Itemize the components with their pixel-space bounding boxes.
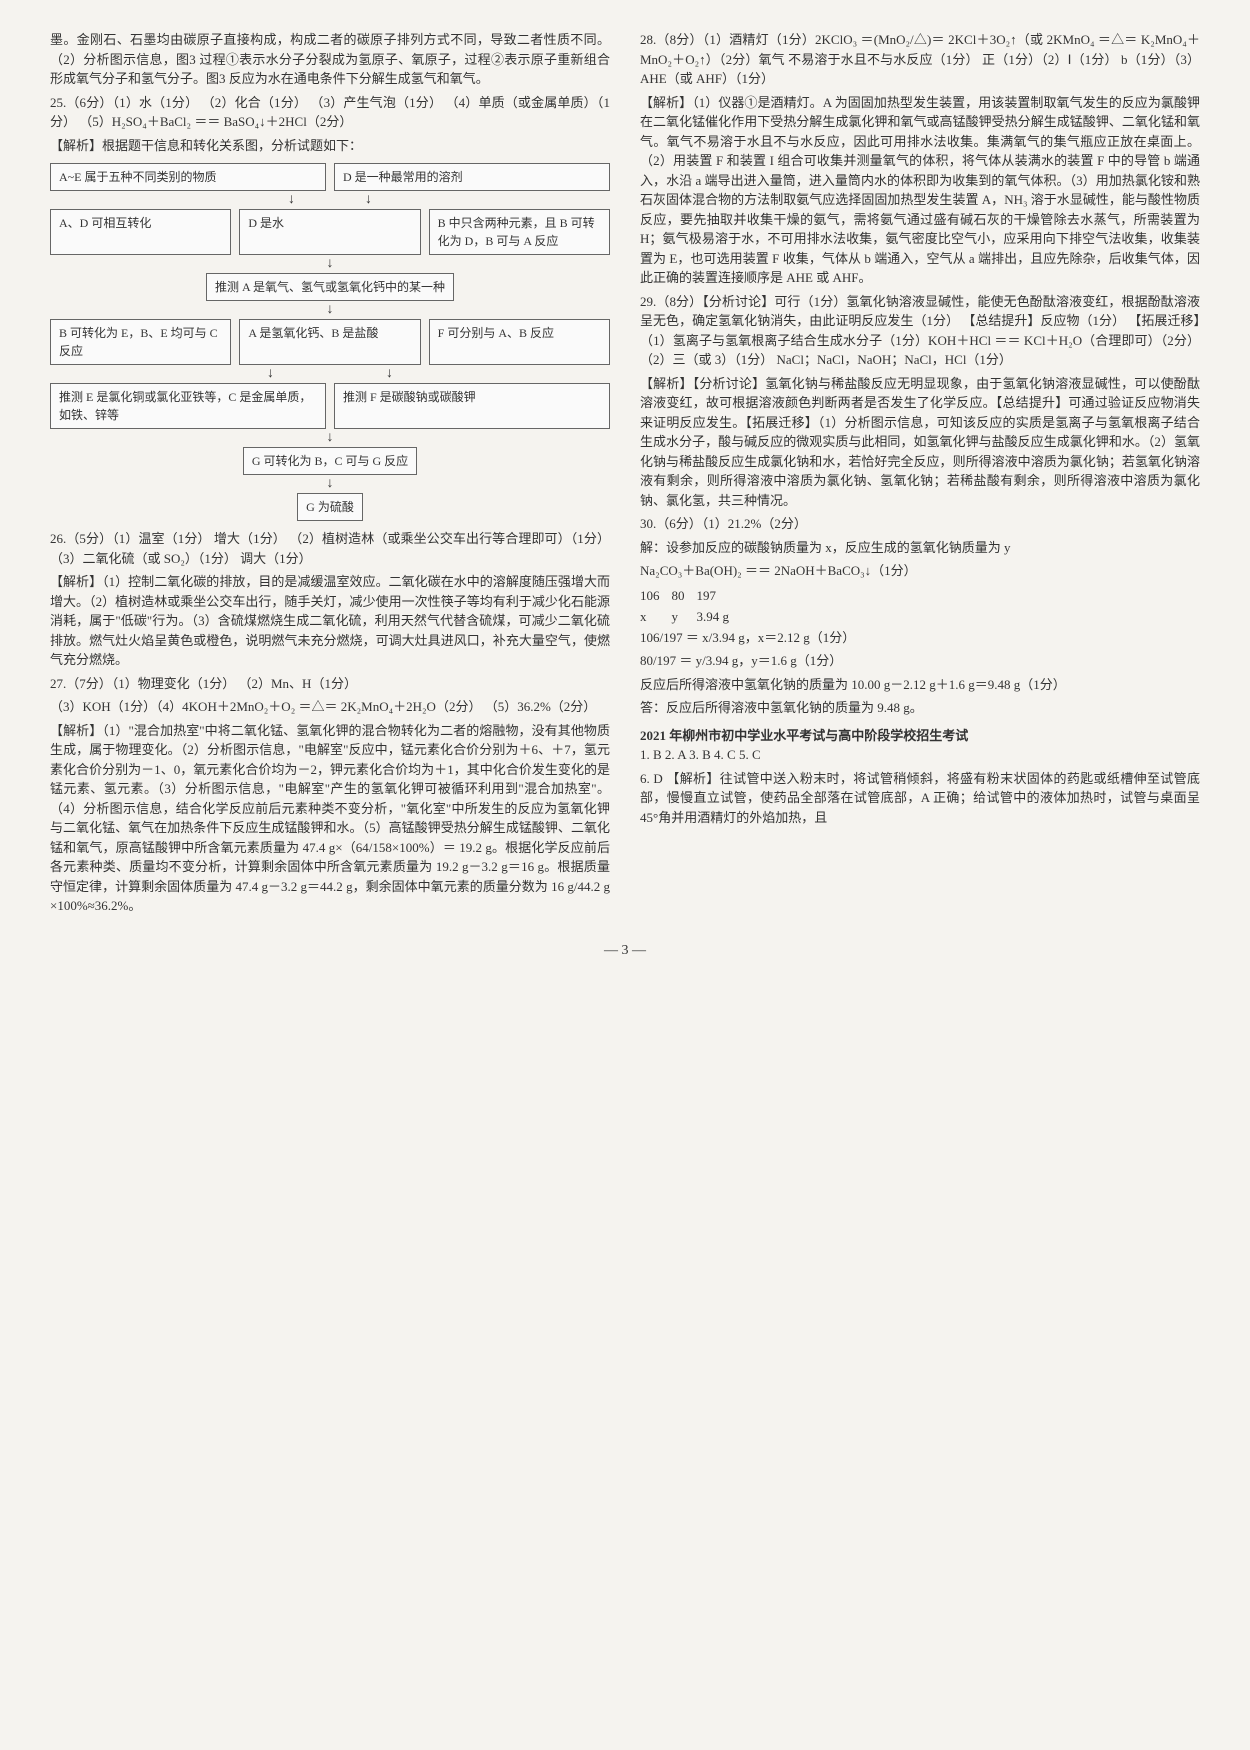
q30-calc2: 80/197 ＝ y/3.94 g，y＝1.6 g（1分） — [640, 651, 1200, 671]
box-a: A~E 属于五种不同类别的物质 — [50, 163, 326, 191]
q25-answer: 25.（6分）（1）水（1分） （2）化合（1分） （3）产生气泡（1分） （4… — [50, 93, 610, 132]
box-dwater: D 是水 — [239, 209, 420, 255]
stoich-table: 106 80 197 x y 3.94 g — [640, 585, 741, 628]
left-column: 墨。金刚石、石墨均由碳原子直接构成，构成二者的碳原子排列方式不同，导致二者性质不… — [50, 30, 610, 920]
box-ad: A、D 可相互转化 — [50, 209, 231, 255]
q27-jiexi: 【解析】（1）"混合加热室"中将二氧化锰、氢氧化钾的混合物转化为二者的熔融物，没… — [50, 721, 610, 916]
para-24-cont: 墨。金刚石、石墨均由碳原子直接构成，构成二者的碳原子排列方式不同，导致二者性质不… — [50, 30, 610, 89]
box-aca: A 是氢氧化钙、B 是盐酸 — [239, 319, 420, 365]
arrow-icon: ↓ — [50, 477, 610, 491]
q30-calc4: 答：反应后所得溶液中氢氧化钠的质量为 9.48 g。 — [640, 698, 1200, 718]
cell: 80 — [672, 585, 697, 607]
q29-answer: 29.（8分）【分析讨论】可行（1分）氢氧化钠溶液显碱性，能使无色酚酞溶液变红，… — [640, 292, 1200, 370]
box-b: B 中只含两种元素，且 B 可转化为 D，B 可与 A 反应 — [429, 209, 610, 255]
arrow-icon: ↓ ↓ — [50, 367, 610, 381]
q30-calc3: 反应后所得溶液中氢氧化钠的质量为 10.00 g－2.12 g＋1.6 g＝9.… — [640, 675, 1200, 695]
q26-answer: 26.（5分）（1）温室（1分） 增大（1分） （2）植树造林（或乘坐公交车出行… — [50, 529, 610, 568]
cell: 197 — [697, 585, 742, 607]
box-infer-e: 推测 E 是氯化铜或氯化亚铁等，C 是金属单质，如铁、锌等 — [50, 383, 326, 429]
q30-answer: 30.（6分）（1）21.2%（2分） — [640, 514, 1200, 534]
q27-answer-b: （3）KOH（1分）（4）4KOH＋2MnO₂＋O₂ ＝△＝ 2K₂MnO₄＋2… — [50, 697, 610, 717]
cell: 106 — [640, 585, 672, 607]
cell: y — [672, 606, 697, 628]
arrow-icon: ↓ ↓ — [50, 193, 610, 207]
q27-answer-a: 27.（7分）（1）物理变化（1分） （2）Mn、H（1分） — [50, 674, 610, 694]
flowchart-diagram: A~E 属于五种不同类别的物质 D 是一种最常用的溶剂 ↓ ↓ A、D 可相互转… — [50, 163, 610, 521]
right-column: 28.（8分）（1）酒精灯（1分）2KClO₃ ＝(MnO₂/△)＝ 2KCl＋… — [640, 30, 1200, 920]
box-d: D 是一种最常用的溶剂 — [334, 163, 610, 191]
q30-step: 解：设参加反应的碳酸钠质量为 x，反应生成的氢氧化钠质量为 y — [640, 538, 1200, 558]
page-number: — 3 — — [50, 940, 1200, 961]
arrow-icon: ↓ — [50, 303, 610, 317]
arrow-icon: ↓ — [50, 431, 610, 445]
box-gresult: G 为硫酸 — [297, 493, 363, 521]
q1to5: 1. B 2. A 3. B 4. C 5. C — [640, 745, 1200, 765]
q30-calc1: 106/197 ＝ x/3.94 g，x＝2.12 g（1分） — [640, 628, 1200, 648]
exam-title: 2021 年柳州市初中学业水平考试与高中阶段学校招生考试 — [640, 726, 1200, 746]
box-g: G 可转化为 B，C 可与 G 反应 — [243, 447, 417, 475]
box-infer-a: 推测 A 是氧气、氢气或氢氧化钙中的某一种 — [206, 273, 454, 301]
q30-eq: Na₂CO₃＋Ba(OH)₂ ＝＝ 2NaOH＋BaCO₃↓（1分） — [640, 561, 1200, 581]
cell: x — [640, 606, 672, 628]
q25-jiexi: 【解析】根据题干信息和转化关系图，分析试题如下： — [50, 136, 610, 156]
q28-answer: 28.（8分）（1）酒精灯（1分）2KClO₃ ＝(MnO₂/△)＝ 2KCl＋… — [640, 30, 1200, 89]
page-container: 墨。金刚石、石墨均由碳原子直接构成，构成二者的碳原子排列方式不同，导致二者性质不… — [50, 30, 1200, 920]
box-infer-f: 推测 F 是碳酸钠或碳酸钾 — [334, 383, 610, 429]
q6: 6. D 【解析】往试管中送入粉末时，将试管稍倾斜，将盛有粉末状固体的药匙或纸槽… — [640, 769, 1200, 828]
cell: 3.94 g — [697, 606, 742, 628]
q29-jiexi: 【解析】【分析讨论】氢氧化钠与稀盐酸反应无明显现象，由于氢氧化钠溶液显碱性，可以… — [640, 374, 1200, 511]
box-be: B 可转化为 E，B、E 均可与 C 反应 — [50, 319, 231, 365]
arrow-icon: ↓ — [50, 257, 610, 271]
q26-jiexi: 【解析】（1）控制二氧化碳的排放，目的是减缓温室效应。二氧化碳在水中的溶解度随压… — [50, 572, 610, 670]
q28-jiexi: 【解析】（1）仪器①是酒精灯。A 为固固加热型发生装置，用该装置制取氧气发生的反… — [640, 93, 1200, 288]
box-f: F 可分别与 A、B 反应 — [429, 319, 610, 365]
